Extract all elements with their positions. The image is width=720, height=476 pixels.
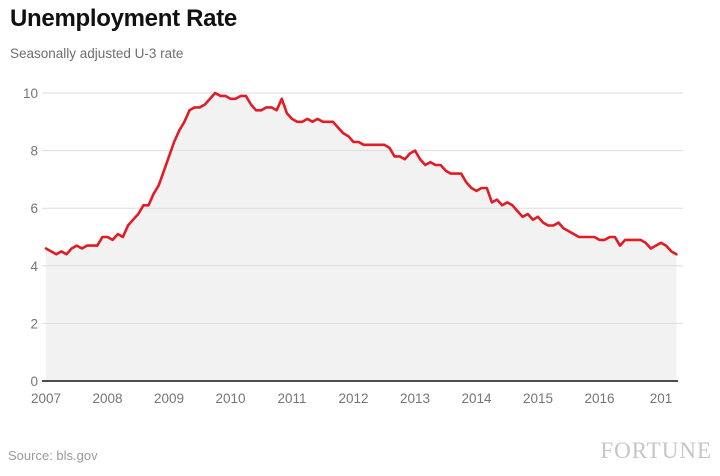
y-tick-label: 10 [23,86,38,101]
gridline-layer [42,92,683,382]
x-tick-label: 2012 [338,391,368,406]
chart-subtitle: Seasonally adjusted U-3 rate [10,46,184,61]
x-tick-label: 201 [650,391,673,406]
x-tick-label: 2014 [461,391,492,406]
data-line-layer [44,91,678,256]
x-tick-label: 2010 [215,391,245,406]
y-tick-label: 2 [30,316,38,331]
x-tick-label: 2007 [31,391,61,406]
x-tick-label: 2008 [92,391,122,406]
x-tick-label: 2016 [584,391,614,406]
x-axis-labels: 2007 2008 2009 2010 2011 2012 2013 2014 2015 2016… [31,391,672,406]
y-tick-label: 6 [30,201,38,216]
x-tick-label: 2015 [523,391,553,406]
y-tick-label: 4 [30,259,38,274]
area-fill-layer [46,93,677,381]
x-tick-label: 2011 [277,391,306,406]
y-tick-label: 8 [30,144,38,159]
area-fill [46,93,677,381]
source-credit: Source: bls.gov [8,448,98,463]
y-axis-labels: 0 2 4 6 8 10 [23,86,39,389]
x-tick-label: 2013 [400,391,430,406]
x-tick-label: 2009 [154,391,184,406]
page-title: Unemployment Rate [10,5,237,32]
fortune-logo: FORTUNE [600,437,712,464]
y-tick-label: 0 [30,374,38,389]
unemployment-line [44,91,678,256]
